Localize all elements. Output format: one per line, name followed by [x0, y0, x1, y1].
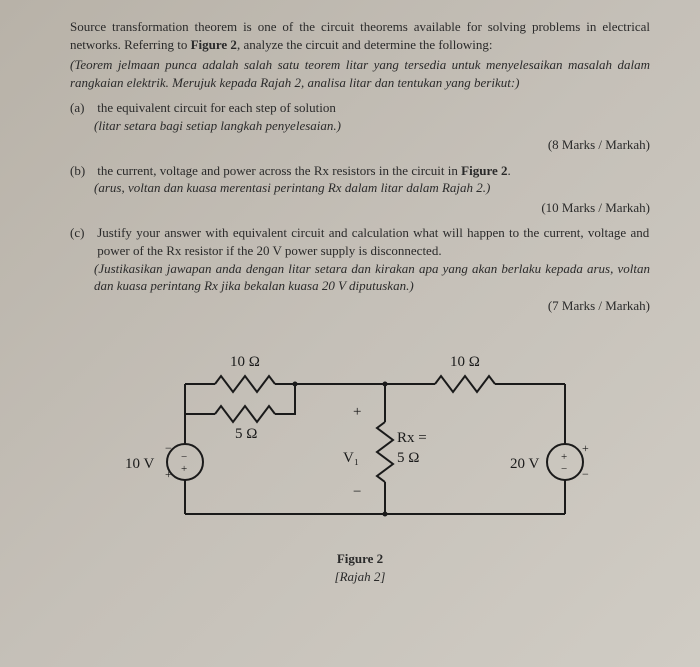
vs2-inner-pos: + [561, 451, 567, 463]
v1-label: V₁ [343, 450, 359, 466]
part-c-italic: (Justikasikan jawapan anda dengan litar … [94, 260, 650, 295]
v1-plus: + [353, 404, 361, 420]
v1-minus: − [353, 484, 361, 500]
vs1-neg: − [165, 441, 172, 455]
part-a-text: the equivalent circuit for each step of … [97, 99, 649, 117]
part-c-marks: (7 Marks / Markah) [70, 297, 650, 315]
vs2-pos: + [582, 441, 589, 455]
part-a: (a) the equivalent circuit for each step… [70, 99, 650, 154]
part-b-bold: Figure 2 [461, 163, 507, 178]
circuit-diagram: 10 Ω 5 Ω 10 Ω Rx = 5 Ω V₁ + − 10 V 20 V … [95, 344, 625, 544]
part-c-label: (c) [70, 224, 94, 242]
part-b-marks: (10 Marks / Markah) [70, 199, 650, 217]
part-b-italic: (arus, voltan dan kuasa merentasi perint… [94, 179, 650, 197]
r3-label: 10 Ω [450, 354, 480, 370]
vs1-pos: + [165, 467, 172, 481]
figure-italic: [Rajah 2] [335, 569, 386, 584]
part-a-italic: (litar setara bagi setiap langkah penyel… [94, 117, 650, 135]
question-page: Source transformation theorem is one of … [0, 0, 700, 595]
r2-label: 5 Ω [235, 426, 257, 442]
part-c-text: Justify your answer with equivalent circ… [97, 224, 649, 259]
r1-label: 10 Ω [230, 354, 260, 370]
part-b-text: the current, voltage and power across th… [97, 162, 649, 180]
intro-paragraph: Source transformation theorem is one of … [70, 18, 650, 53]
part-b-t1: the current, voltage and power across th… [97, 163, 461, 178]
vs2-label: 20 V [510, 456, 539, 472]
figure-caption: Figure 2 [337, 551, 383, 566]
intro-figref: Figure 2 [191, 37, 237, 52]
intro-italic: (Teorem jelmaan punca adalah salah satu … [70, 56, 650, 91]
figure-label: Figure 2 [Rajah 2] [70, 550, 650, 585]
part-a-label: (a) [70, 99, 94, 117]
part-c: (c) Justify your answer with equivalent … [70, 224, 650, 314]
part-b-label: (b) [70, 162, 94, 180]
vs2-neg: − [582, 467, 589, 481]
vs1-label: 10 V [125, 456, 154, 472]
vs1-inner-neg: − [181, 451, 187, 463]
part-b: (b) the current, voltage and power acros… [70, 162, 650, 217]
rx-label: Rx = [397, 430, 427, 446]
rx-val: 5 Ω [397, 450, 419, 466]
vs1-inner-pos: + [181, 463, 187, 475]
intro-text-2: , analyze the circuit and determine the … [237, 37, 493, 52]
part-a-marks: (8 Marks / Markah) [70, 136, 650, 154]
part-b-t2: . [508, 163, 511, 178]
vs2-inner-neg: − [561, 463, 567, 475]
